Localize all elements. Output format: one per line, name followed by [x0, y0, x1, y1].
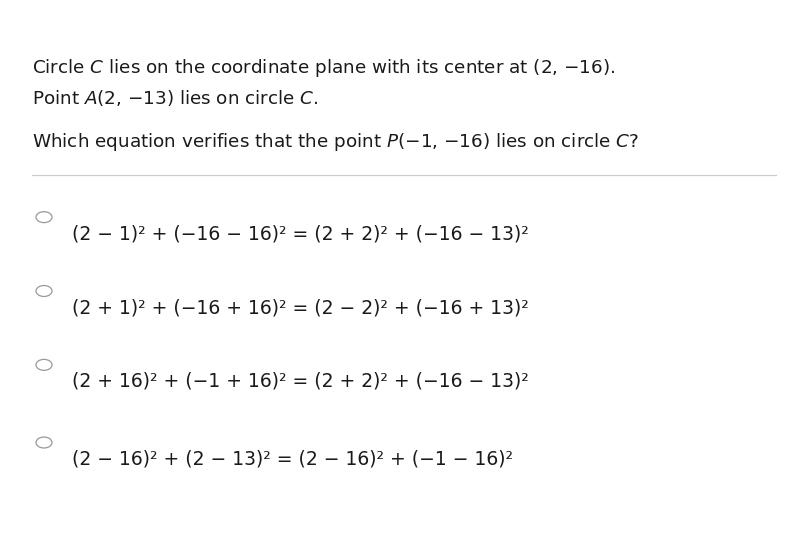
Text: Circle $\mathit{C}$ lies on the coordinate plane with its center at (2, −16).: Circle $\mathit{C}$ lies on the coordina…: [32, 57, 615, 79]
Text: Which equation verifies that the point $\mathit{P}$(−1, −16) lies on circle $\ma: Which equation verifies that the point $…: [32, 131, 639, 153]
Text: (2 + 1)² + (−16 + 16)² = (2 − 2)² + (−16 + 13)²: (2 + 1)² + (−16 + 16)² = (2 − 2)² + (−16…: [72, 298, 529, 317]
Text: (2 − 16)² + (2 − 13)² = (2 − 16)² + (−1 − 16)²: (2 − 16)² + (2 − 13)² = (2 − 16)² + (−1 …: [72, 450, 513, 469]
Text: (2 − 1)² + (−16 − 16)² = (2 + 2)² + (−16 − 13)²: (2 − 1)² + (−16 − 16)² = (2 + 2)² + (−16…: [72, 224, 529, 243]
Text: Point $\mathit{A}$(2, −13) lies on circle $\mathit{C}$.: Point $\mathit{A}$(2, −13) lies on circl…: [32, 88, 318, 108]
Text: (2 + 16)² + (−1 + 16)² = (2 + 2)² + (−16 − 13)²: (2 + 16)² + (−1 + 16)² = (2 + 2)² + (−16…: [72, 372, 529, 391]
